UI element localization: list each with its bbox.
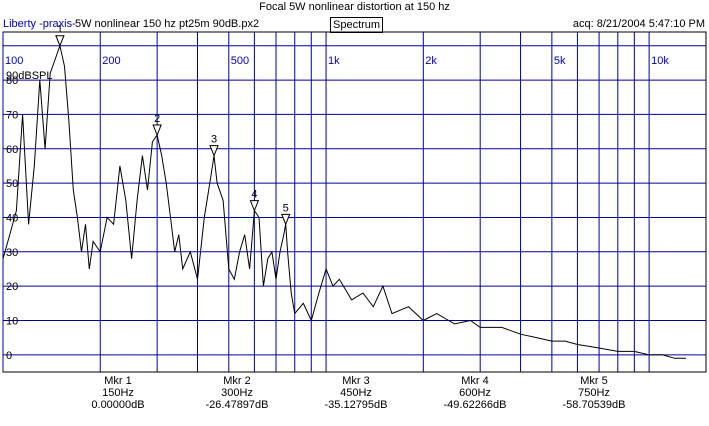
x-tick-label: 500 <box>231 55 249 67</box>
y-tick-label: 80 <box>6 75 18 87</box>
marker-level: -49.62266dB <box>443 399 507 411</box>
marker-name: Mkr 4 <box>461 375 489 387</box>
plot-frame <box>2 31 707 373</box>
marker-name: Mkr 5 <box>580 375 608 387</box>
x-tick-label: 100 <box>5 55 23 67</box>
marker-name: Mkr 3 <box>342 375 370 387</box>
marker-level: -26.47897dB <box>205 399 269 411</box>
marker-freq: 300Hz <box>221 387 253 399</box>
marker-readout-4: Mkr 4 600Hz -49.62266dB <box>430 375 520 411</box>
marker-freq: 450Hz <box>340 387 372 399</box>
marker-label: 5 <box>283 202 289 214</box>
acquisition-timestamp: acq: 8/21/2004 5:47:10 PM <box>572 18 705 30</box>
window-title: Focal 5W nonlinear distortion at 150 hz <box>259 1 450 13</box>
spectrum-trace <box>2 43 686 359</box>
marker-level: 0.00000dB <box>91 399 145 411</box>
marker-freq: 600Hz <box>459 387 491 399</box>
y-unit-label: 90dBSPL <box>6 70 52 82</box>
y-tick-label: 50 <box>6 178 18 190</box>
x-tick-labels: 100 200 500 1k 2k 5k 10k <box>5 55 669 67</box>
x-tick-label: 2k <box>425 55 437 67</box>
marker-readout-3: Mkr 3 450Hz -35.12795dB <box>311 375 401 411</box>
marker-readout-1: Mkr 1 150Hz 0.00000dB <box>73 375 163 411</box>
marker-triangle <box>249 200 260 212</box>
marker-label: 3 <box>211 134 217 146</box>
y-tick-label: 70 <box>6 109 18 121</box>
marker-level: -58.70539dB <box>562 399 626 411</box>
x-tick-label: 5k <box>554 55 566 67</box>
grid <box>2 32 706 372</box>
y-tick-labels: 80 70 60 50 40 30 20 10 0 <box>6 75 18 362</box>
marker-triangle <box>152 124 162 137</box>
app-name: Liberty -praxis- <box>3 18 76 30</box>
x-tick-label: 10k <box>651 55 669 67</box>
y-tick-label: 0 <box>6 350 12 362</box>
marker-readout-2: Mkr 2 300Hz -26.47897dB <box>192 375 282 411</box>
marker-label: 2 <box>154 113 160 125</box>
marker-freq: 750Hz <box>578 387 610 399</box>
marker-freq: 150Hz <box>102 387 134 399</box>
x-tick-label: 200 <box>102 55 120 67</box>
spectrum-view-button[interactable]: Spectrum <box>330 17 384 33</box>
marker-name: Mkr 1 <box>104 375 132 387</box>
y-tick-label: 10 <box>6 315 18 327</box>
marker-label: 1 <box>57 24 63 36</box>
y-tick-label: 20 <box>6 281 18 293</box>
marker-label: 4 <box>251 189 257 201</box>
file-name: 5W nonlinear 150 hz pt25m 90dB.px2 <box>75 18 260 30</box>
marker-triangle <box>280 213 291 226</box>
y-tick-label: 40 <box>6 212 18 224</box>
markers: 1 2 3 4 5 <box>55 24 291 226</box>
marker-name: Mkr 2 <box>223 375 251 387</box>
y-tick-label: 60 <box>6 144 18 156</box>
marker-triangle <box>209 145 219 157</box>
y-tick-label: 30 <box>6 247 18 259</box>
marker-readout-5: Mkr 5 750Hz -58.70539dB <box>549 375 639 411</box>
marker-level: -35.12795dB <box>324 399 388 411</box>
x-tick-label: 1k <box>328 55 340 67</box>
marker-triangle <box>55 35 65 48</box>
